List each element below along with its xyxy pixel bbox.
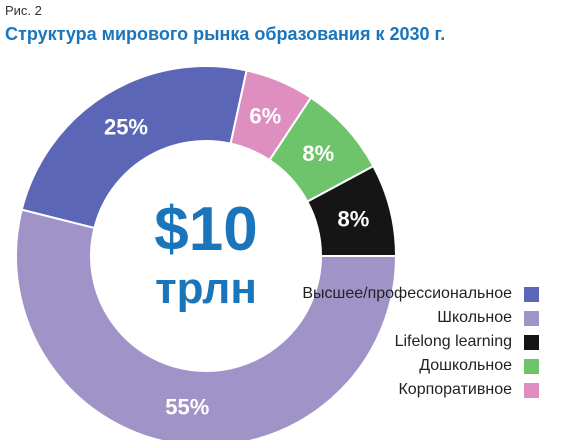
legend-item: Lifelong learning bbox=[239, 330, 539, 354]
chart-legend: Высшее/профессиональное Школьное Lifelong … bbox=[239, 282, 539, 402]
center-unit: трлн bbox=[155, 264, 257, 313]
legend-item: Корпоративное bbox=[239, 378, 539, 402]
slice-lifelong-learning bbox=[305, 164, 398, 257]
legend-item: Высшее/профессиональное bbox=[239, 282, 539, 306]
legend-swatch bbox=[524, 286, 539, 302]
slice-label-дошкольное: 8% bbox=[302, 141, 334, 166]
slice-label-высшее-профессиональное: 25% bbox=[104, 114, 148, 139]
slice-школьное bbox=[15, 208, 398, 440]
center-value: $10 bbox=[154, 195, 257, 264]
legend-label: Lifelong learning bbox=[394, 333, 512, 350]
legend-label: Корпоративное bbox=[398, 381, 512, 398]
slice-label-корпоративное: 6% bbox=[249, 104, 281, 129]
slice-label-lifelong-learning: 8% bbox=[338, 206, 370, 231]
slice-label-школьное: 55% bbox=[165, 394, 209, 419]
legend-swatch bbox=[524, 334, 539, 350]
legend-label: Дошкольное bbox=[419, 357, 512, 374]
chart-title: Структура мирового рынка образования к 2… bbox=[5, 24, 446, 44]
legend-label: Высшее/профессиональное bbox=[302, 285, 512, 302]
slices-layer bbox=[15, 65, 398, 440]
legend-label: Школьное bbox=[437, 309, 512, 326]
figure-label: Рис. 2 bbox=[5, 3, 42, 18]
labels-layer: 55% 25% 6% 8% 8% bbox=[104, 104, 369, 420]
legend-swatch bbox=[524, 310, 539, 326]
legend-swatch bbox=[524, 358, 539, 374]
legend-item: Дошкольное bbox=[239, 354, 539, 378]
slice-высшее-профессиональное bbox=[20, 65, 248, 230]
legend-item: Школьное bbox=[239, 306, 539, 330]
legend-swatch bbox=[524, 382, 539, 398]
